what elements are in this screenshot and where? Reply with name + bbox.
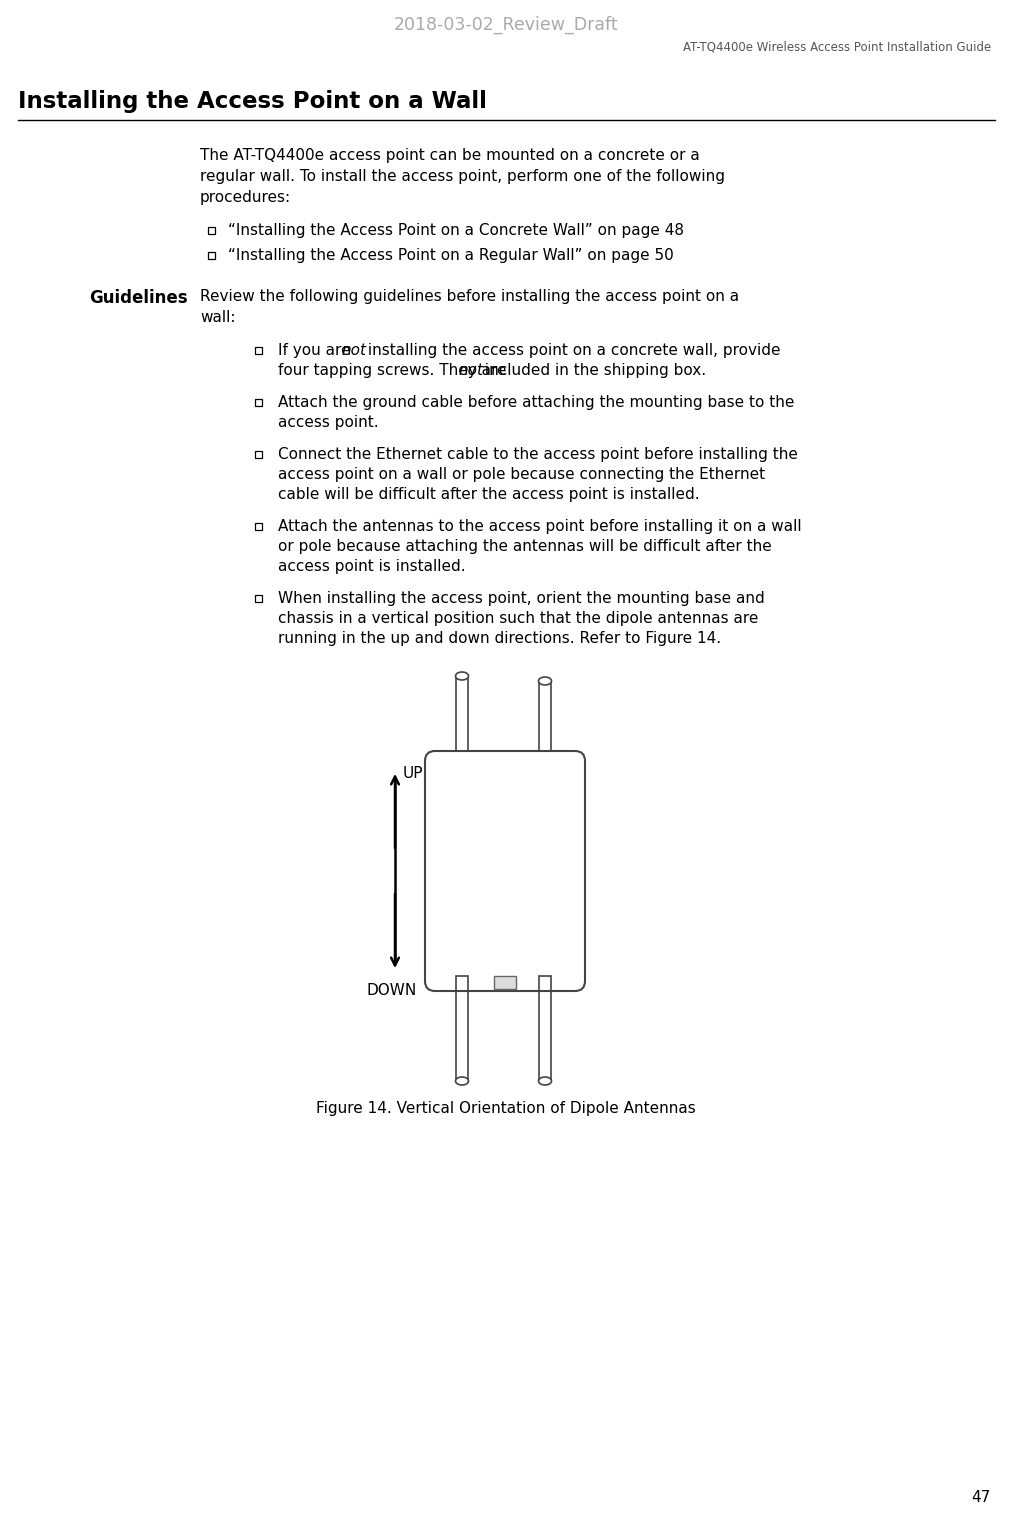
Ellipse shape — [539, 1076, 551, 1086]
Text: chassis in a vertical position such that the dipole antennas are: chassis in a vertical position such that… — [278, 612, 759, 625]
Text: access point is installed.: access point is installed. — [278, 560, 466, 573]
Text: 47: 47 — [971, 1489, 991, 1505]
Text: Attach the ground cable before attaching the mounting base to the: Attach the ground cable before attaching… — [278, 394, 794, 410]
Text: installing the access point on a concrete wall, provide: installing the access point on a concret… — [363, 342, 780, 358]
Text: running in the up and down directions. Refer to Figure 14.: running in the up and down directions. R… — [278, 631, 721, 645]
Text: Installing the Access Point on a Wall: Installing the Access Point on a Wall — [18, 90, 487, 113]
Text: regular wall. To install the access point, perform one of the following: regular wall. To install the access poin… — [200, 170, 725, 183]
Text: or pole because attaching the antennas will be difficult after the: or pole because attaching the antennas w… — [278, 540, 772, 553]
Ellipse shape — [539, 677, 551, 685]
Ellipse shape — [456, 1076, 468, 1086]
Text: Connect the Ethernet cable to the access point before installing the: Connect the Ethernet cable to the access… — [278, 446, 798, 462]
Text: The AT-TQ4400e access point can be mounted on a concrete or a: The AT-TQ4400e access point can be mount… — [200, 148, 700, 164]
Text: access point.: access point. — [278, 414, 379, 430]
Text: DOWN: DOWN — [367, 983, 417, 998]
Polygon shape — [494, 976, 516, 989]
Text: procedures:: procedures: — [200, 190, 291, 205]
Text: Attach the antennas to the access point before installing it on a wall: Attach the antennas to the access point … — [278, 518, 801, 534]
FancyBboxPatch shape — [425, 751, 585, 991]
Text: Guidelines: Guidelines — [89, 289, 188, 307]
Ellipse shape — [456, 673, 468, 680]
Text: 2018-03-02_Review_Draft: 2018-03-02_Review_Draft — [394, 15, 619, 34]
Text: “Installing the Access Point on a Concrete Wall” on page 48: “Installing the Access Point on a Concre… — [228, 223, 684, 239]
Text: “Installing the Access Point on a Regular Wall” on page 50: “Installing the Access Point on a Regula… — [228, 248, 674, 263]
Text: When installing the access point, orient the mounting base and: When installing the access point, orient… — [278, 592, 765, 605]
Text: AT-TQ4400e Wireless Access Point Installation Guide: AT-TQ4400e Wireless Access Point Install… — [683, 40, 991, 54]
Text: wall:: wall: — [200, 310, 235, 326]
Text: not: not — [458, 362, 483, 378]
Text: cable will be difficult after the access point is installed.: cable will be difficult after the access… — [278, 488, 700, 502]
Text: four tapping screws. They are: four tapping screws. They are — [278, 362, 512, 378]
Text: If you are: If you are — [278, 342, 356, 358]
Text: included in the shipping box.: included in the shipping box. — [480, 362, 706, 378]
Text: not: not — [341, 342, 366, 358]
Text: Review the following guidelines before installing the access point on a: Review the following guidelines before i… — [200, 289, 739, 304]
Text: UP: UP — [403, 766, 423, 781]
Text: access point on a wall or pole because connecting the Ethernet: access point on a wall or pole because c… — [278, 466, 765, 482]
Text: Figure 14. Vertical Orientation of Dipole Antennas: Figure 14. Vertical Orientation of Dipol… — [316, 1101, 696, 1116]
